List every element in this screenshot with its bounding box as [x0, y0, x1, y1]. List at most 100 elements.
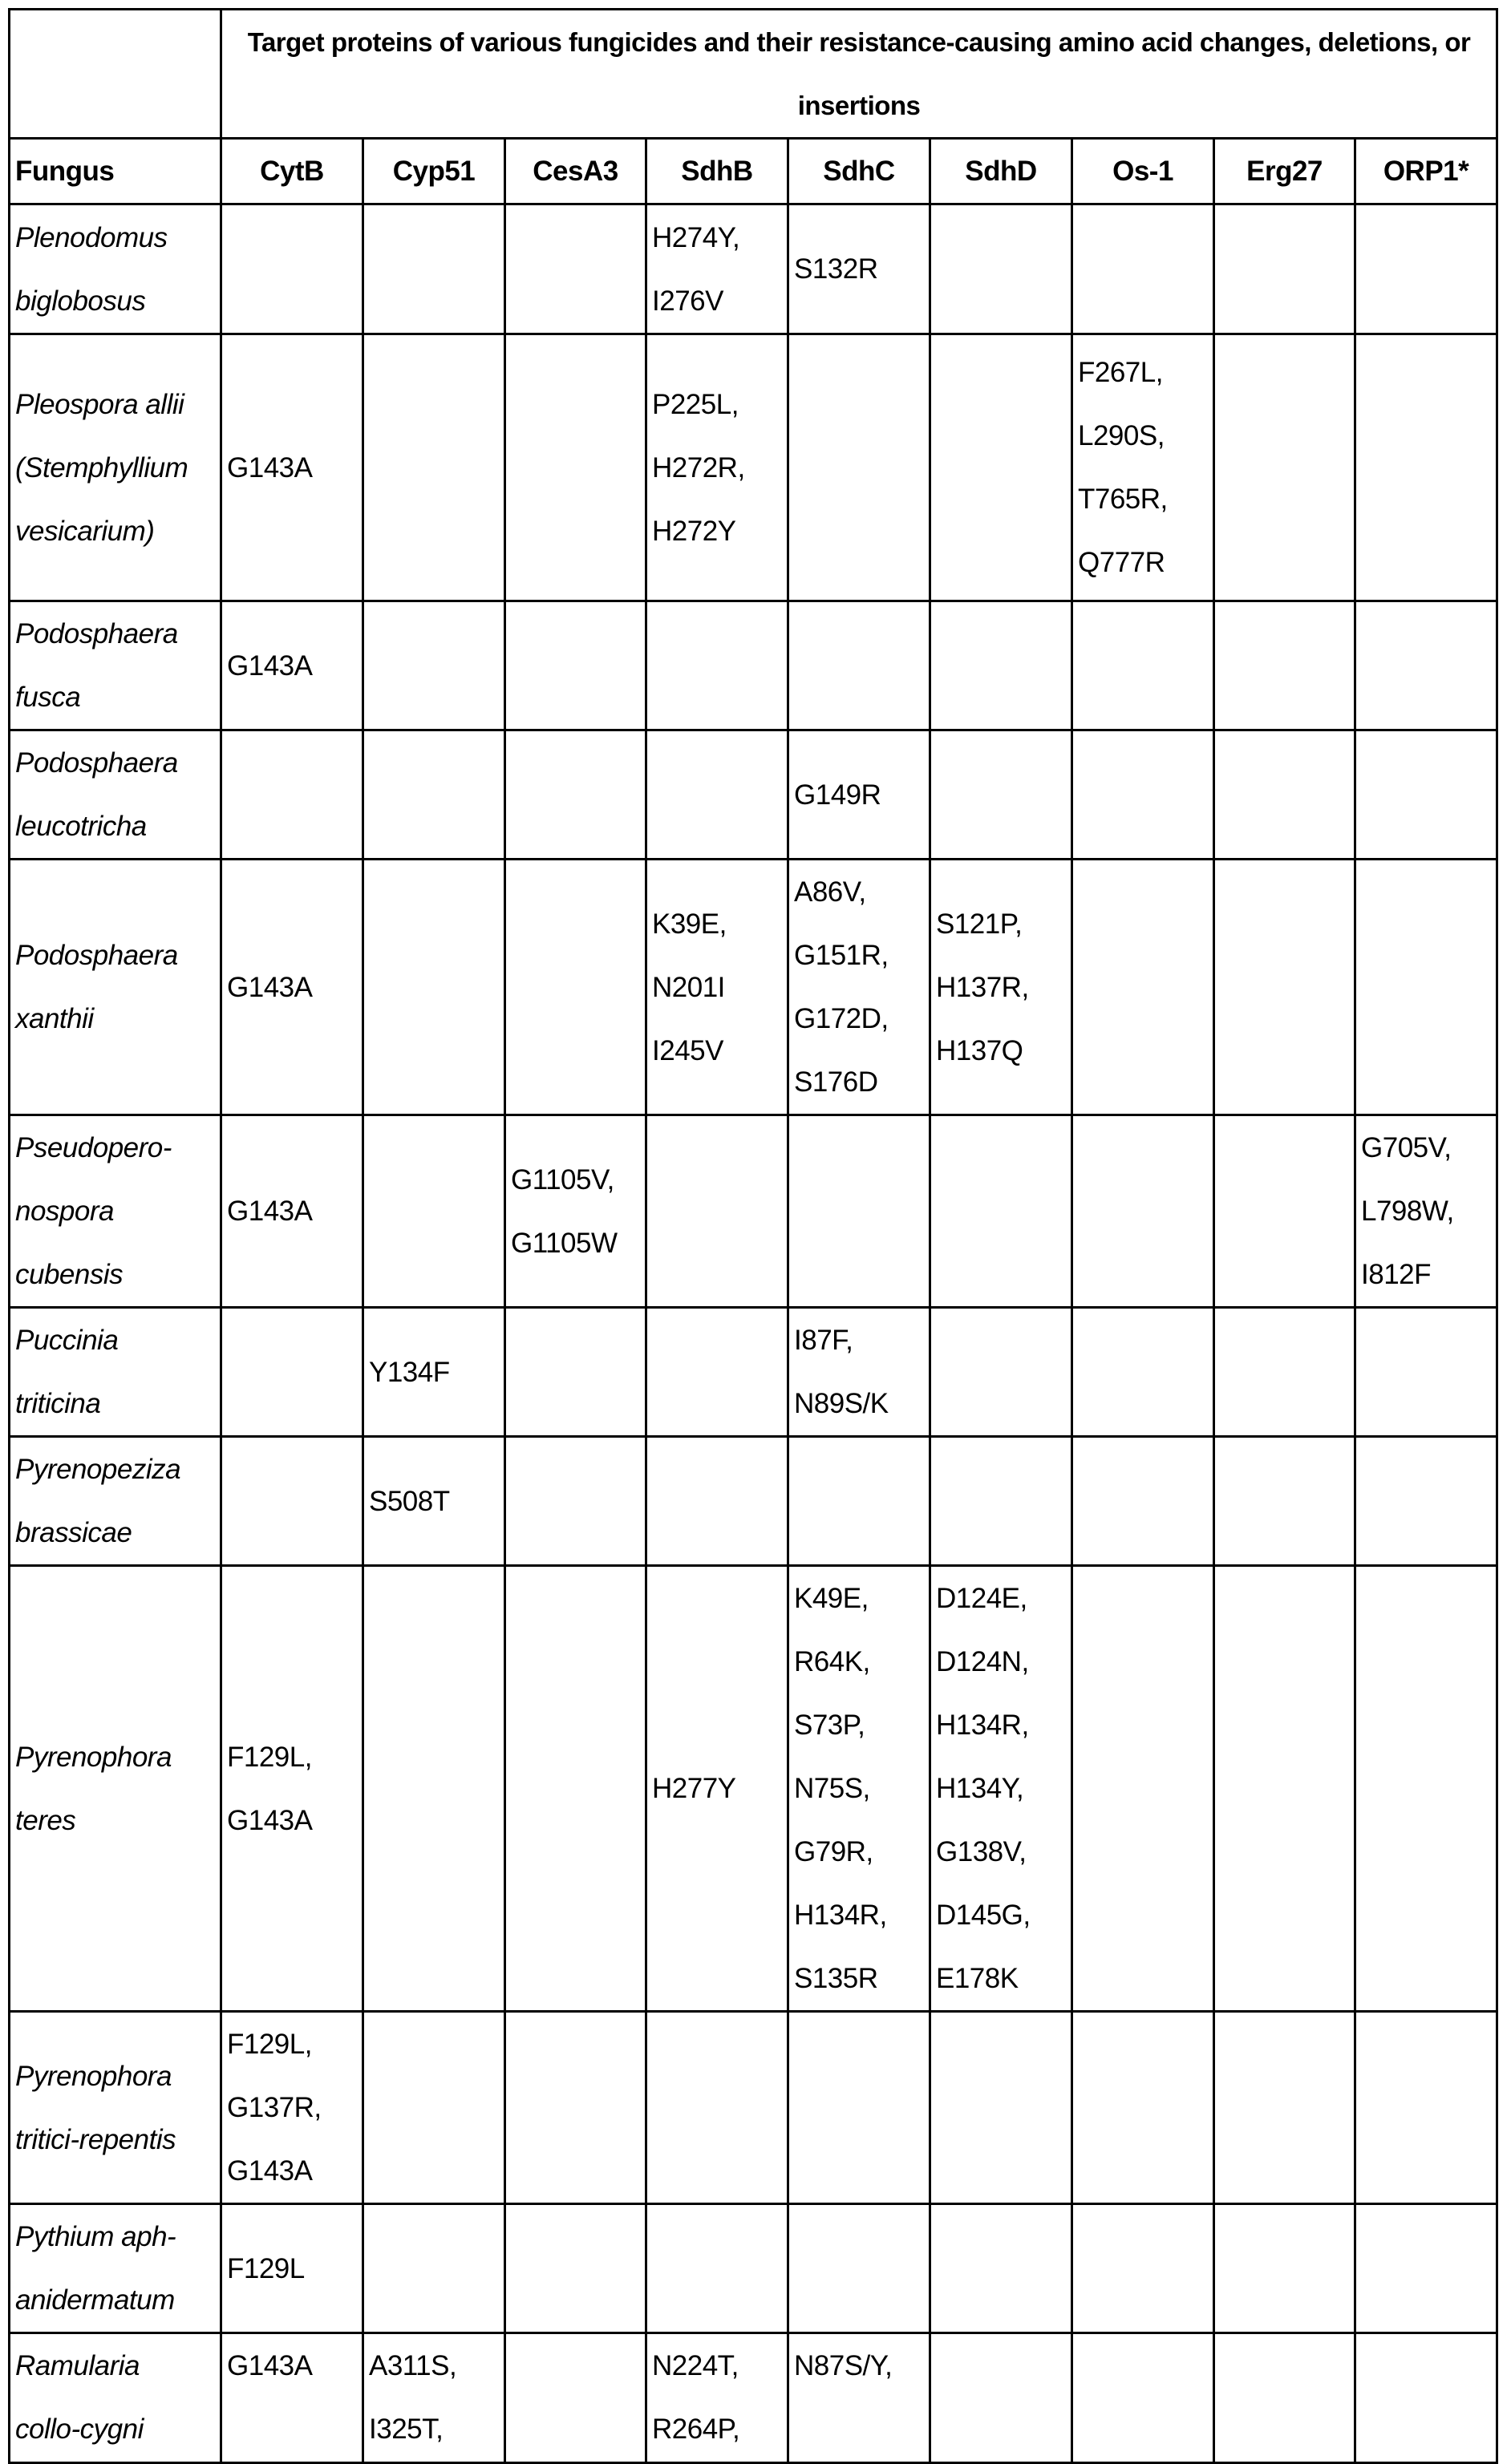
mutation-line: N75S, [794, 1757, 924, 1820]
mutation-cell [788, 601, 930, 730]
fungus-cell: Pseudopero-nosporacubensis [10, 1115, 221, 1308]
fungus-name-line: nospora [15, 1179, 215, 1243]
mutation-cell: Y134F [363, 1308, 505, 1437]
mutation-line: N89S/K [794, 1372, 924, 1435]
fungus-name-line: collo-cygni [15, 2397, 215, 2461]
mutation-cell: G143A [221, 2333, 363, 2463]
mutation-line: F267L, [1078, 341, 1208, 404]
mutation-line: N201I [652, 956, 782, 1019]
mutation-cell [930, 334, 1072, 601]
table-body: Target proteins of various fungicides an… [10, 10, 1497, 2463]
mutation-cell [1072, 2012, 1214, 2204]
mutation-line: G143A [227, 1179, 357, 1243]
mutation-cell [1355, 2333, 1497, 2463]
mutation-cell [788, 2012, 930, 2204]
mutation-cell [1072, 730, 1214, 860]
mutation-cell [1214, 334, 1355, 601]
table-row: PyrenopezizabrassicaeS508T [10, 1437, 1497, 1566]
mutation-cell [1214, 1437, 1355, 1566]
mutation-cell: S132R [788, 204, 930, 334]
fungus-cell: Podosphaeraleucotricha [10, 730, 221, 860]
mutation-line: H274Y, [652, 206, 782, 269]
mutation-cell [646, 1115, 788, 1308]
mutation-cell: F129L,G143A [221, 1566, 363, 2012]
mutation-cell [1355, 334, 1497, 601]
mutation-line: I276V [652, 269, 782, 333]
fungus-name-line: tritici-repentis [15, 2108, 215, 2171]
column-header: Cyp51 [363, 139, 505, 204]
mutation-cell [363, 1566, 505, 2012]
mutation-cell [505, 204, 646, 334]
header-row: FungusCytBCyp51CesA3SdhBSdhCSdhDOs-1Erg2… [10, 139, 1497, 204]
mutation-cell [505, 2204, 646, 2333]
mutation-cell [221, 1437, 363, 1566]
table-row: PucciniatriticinaY134FI87F,N89S/K [10, 1308, 1497, 1437]
fungus-name-line: Podosphaera [15, 924, 215, 987]
mutation-line: Q777R [1078, 531, 1208, 594]
mutation-line: G143A [227, 956, 357, 1019]
table-wrap: Target proteins of various fungicides an… [8, 8, 1498, 2464]
mutation-line: G705V, [1361, 1116, 1491, 1179]
mutation-cell [930, 2012, 1072, 2204]
mutation-line: N224T, [652, 2334, 782, 2397]
column-header: ORP1* [1355, 139, 1497, 204]
mutation-cell [1355, 860, 1497, 1115]
mutation-cell [505, 1566, 646, 2012]
mutation-cell: F267L,L290S,T765R,Q777R [1072, 334, 1214, 601]
mutation-line: H137Q [936, 1019, 1066, 1082]
mutation-line: H134R, [936, 1693, 1066, 1757]
mutation-line: T765R, [1078, 467, 1208, 531]
mutation-line: F129L [227, 2237, 357, 2300]
mutation-line: A86V, [794, 860, 924, 924]
fungus-name-line: vesicarium) [15, 500, 215, 563]
mutation-line: E178K [936, 1947, 1066, 2010]
column-header: SdhB [646, 139, 788, 204]
mutation-cell: H277Y [646, 1566, 788, 2012]
mutation-line: S508T [369, 1470, 499, 1533]
mutation-line: G1105V, [511, 1148, 640, 1212]
mutation-line: D145G, [936, 1883, 1066, 1947]
mutation-line: H134Y, [936, 1757, 1066, 1820]
mutation-line: L290S, [1078, 404, 1208, 467]
mutation-cell [1355, 1566, 1497, 2012]
fungus-cell: Ramulariacollo-cygni [10, 2333, 221, 2463]
mutation-cell [930, 1308, 1072, 1437]
mutation-cell [646, 601, 788, 730]
mutation-cell [930, 204, 1072, 334]
mutation-cell [930, 601, 1072, 730]
mutation-cell [363, 2012, 505, 2204]
mutation-cell: P225L,H272R,H272Y [646, 334, 788, 601]
mutation-cell [363, 730, 505, 860]
mutation-cell: K49E,R64K,S73P,N75S,G79R,H134R,S135R [788, 1566, 930, 2012]
column-header: Erg27 [1214, 139, 1355, 204]
mutation-cell [363, 601, 505, 730]
mutation-cell: G143A [221, 1115, 363, 1308]
mutation-line: P225L, [652, 373, 782, 436]
column-header: Fungus [10, 139, 221, 204]
fungus-name-line: Pythium aph- [15, 2205, 215, 2268]
mutation-line: S135R [794, 1947, 924, 2010]
column-header: CesA3 [505, 139, 646, 204]
mutation-cell [505, 1437, 646, 1566]
title-row: Target proteins of various fungicides an… [10, 10, 1497, 139]
mutation-line: G143A [227, 2334, 357, 2397]
mutation-cell [505, 2012, 646, 2204]
mutation-cell [363, 334, 505, 601]
mutation-cell [788, 334, 930, 601]
mutation-cell: F129L,G137R,G143A [221, 2012, 363, 2204]
mutation-cell [1355, 204, 1497, 334]
fungus-name-line: Pyrenopeziza [15, 1438, 215, 1501]
mutation-cell [505, 334, 646, 601]
column-header: SdhC [788, 139, 930, 204]
mutation-cell [505, 1308, 646, 1437]
mutation-line: I325T, [369, 2397, 499, 2461]
mutation-line: S73P, [794, 1693, 924, 1757]
mutation-cell [221, 1308, 363, 1437]
column-header: SdhD [930, 139, 1072, 204]
fungus-name-line: biglobosus [15, 269, 215, 333]
mutation-line: G143A [227, 2139, 357, 2203]
mutation-cell [1214, 730, 1355, 860]
fungus-cell: Pyrenophoratritici-repentis [10, 2012, 221, 2204]
mutation-cell [646, 1308, 788, 1437]
